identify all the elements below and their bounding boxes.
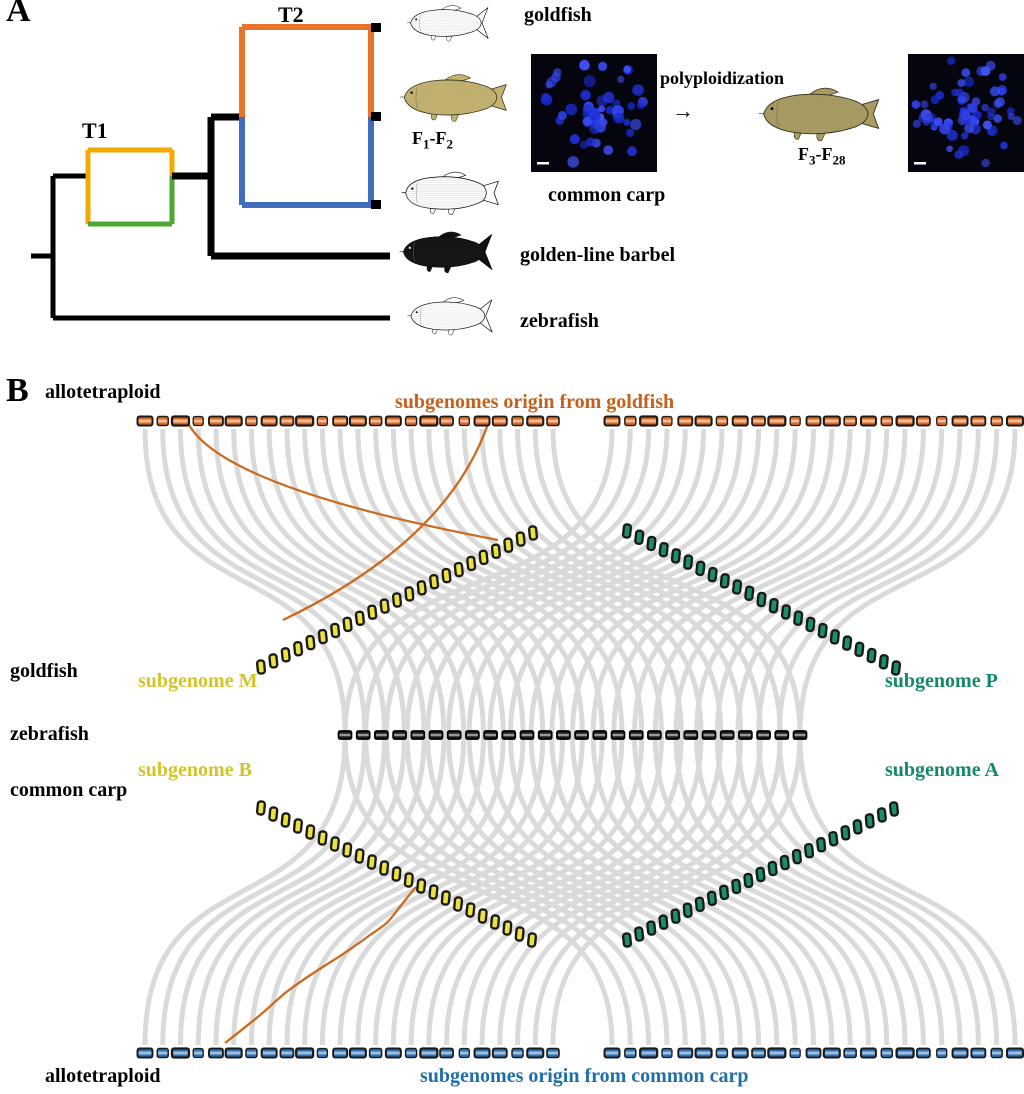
svg-text:subgenomes origin from common: subgenomes origin from common carp (420, 1065, 749, 1087)
svg-text:subgenomes origin from goldfis: subgenomes origin from goldfish (395, 391, 674, 413)
svg-text:subgenome A: subgenome A (885, 759, 999, 781)
svg-text:zebrafish: zebrafish (10, 723, 89, 745)
svg-text:goldfish: goldfish (10, 660, 78, 682)
svg-text:subgenome B: subgenome B (138, 759, 252, 781)
svg-text:subgenome M: subgenome M (138, 670, 258, 692)
svg-text:allotetraploid: allotetraploid (45, 381, 161, 403)
svg-text:subgenome P: subgenome P (885, 670, 998, 692)
svg-text:common carp: common carp (10, 779, 127, 801)
svg-text:allotetraploid: allotetraploid (45, 1065, 161, 1087)
